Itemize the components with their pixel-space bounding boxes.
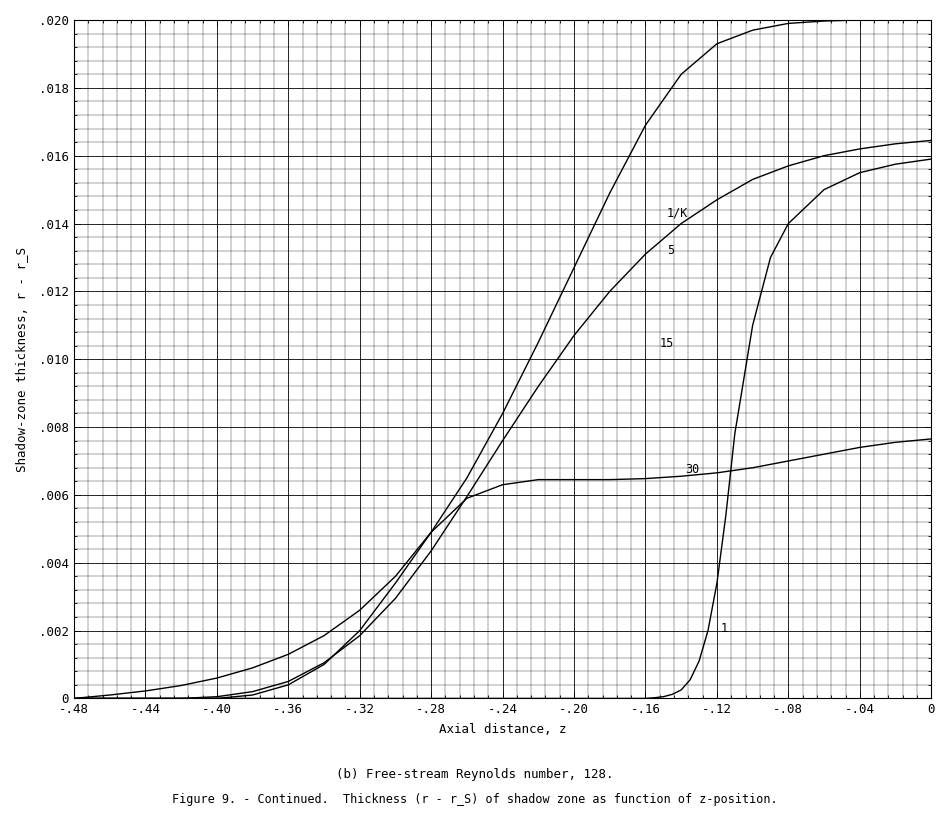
X-axis label: Axial distance, z: Axial distance, z [439, 723, 566, 736]
Y-axis label: Shadow-zone thickness, r - r_S: Shadow-zone thickness, r - r_S [15, 246, 28, 472]
Text: 30: 30 [685, 463, 699, 476]
Text: 1/K: 1/K [667, 207, 689, 220]
Text: (b) Free-stream Reynolds number, 128.: (b) Free-stream Reynolds number, 128. [336, 768, 614, 782]
Text: 15: 15 [660, 337, 674, 351]
Text: 5: 5 [667, 244, 674, 257]
Text: 1: 1 [720, 622, 728, 635]
Text: Figure 9. - Continued.  Thickness (r - r_S) of shadow zone as function of z-posi: Figure 9. - Continued. Thickness (r - r_… [172, 793, 778, 806]
